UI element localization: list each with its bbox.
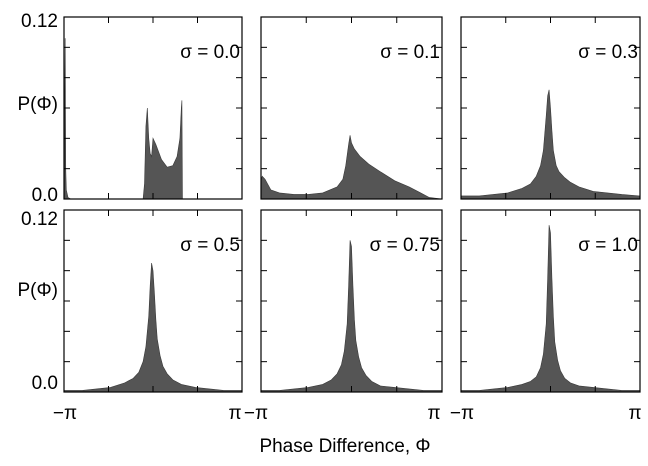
distribution-area-2: [260, 135, 442, 200]
panel-frame-5: [260, 209, 443, 393]
ytick-label-top-row-min: 0.0: [32, 185, 58, 206]
panel-label-4: σ = 0.5: [180, 235, 240, 256]
xtick-label-col3-max: π: [628, 403, 641, 424]
distribution-area-5: [260, 240, 443, 393]
xtick-label-col2-min: −π: [244, 403, 268, 424]
xtick-label-col1-max: π: [228, 403, 241, 424]
ylabel-bottom-row: P(Φ): [18, 280, 59, 301]
ytick-label-top-row-max: 0.12: [21, 11, 58, 32]
xlabel: Phase Difference, Φ: [259, 436, 430, 457]
panel-label-2: σ = 0.1: [380, 42, 440, 63]
distribution-area-4: [63, 263, 243, 393]
ylabel-top-row: P(Φ): [18, 94, 59, 115]
ytick-label-bottom-row-max: 0.12: [21, 209, 58, 230]
ytick-label-bottom-row-min: 0.0: [32, 373, 58, 394]
chart-panels: σ = 0.0 σ = 0.1 σ = 0.3 σ = 0.5 σ = 0.75 σ = …: [63, 16, 641, 393]
xtick-label-col3-min: −π: [450, 403, 474, 424]
panel-frame-3: [460, 16, 641, 200]
panel-frame-4: [63, 209, 243, 393]
panel-label-6: σ = 1.0: [578, 235, 638, 256]
panel-frame-2: [260, 16, 443, 200]
panel-label-3: σ = 0.3: [578, 42, 638, 63]
panel-label-1: σ = 0.0: [180, 42, 240, 63]
xtick-label-col1-min: −π: [53, 403, 77, 424]
panel-label-5: σ = 0.75: [370, 235, 440, 256]
panel-frame-1: [63, 16, 243, 200]
xtick-label-col2-max: π: [427, 403, 440, 424]
distribution-area-6: [460, 225, 641, 393]
distribution-area-1: [63, 38, 242, 200]
panel-frame-6: [460, 209, 641, 393]
distribution-area-3: [460, 89, 641, 200]
